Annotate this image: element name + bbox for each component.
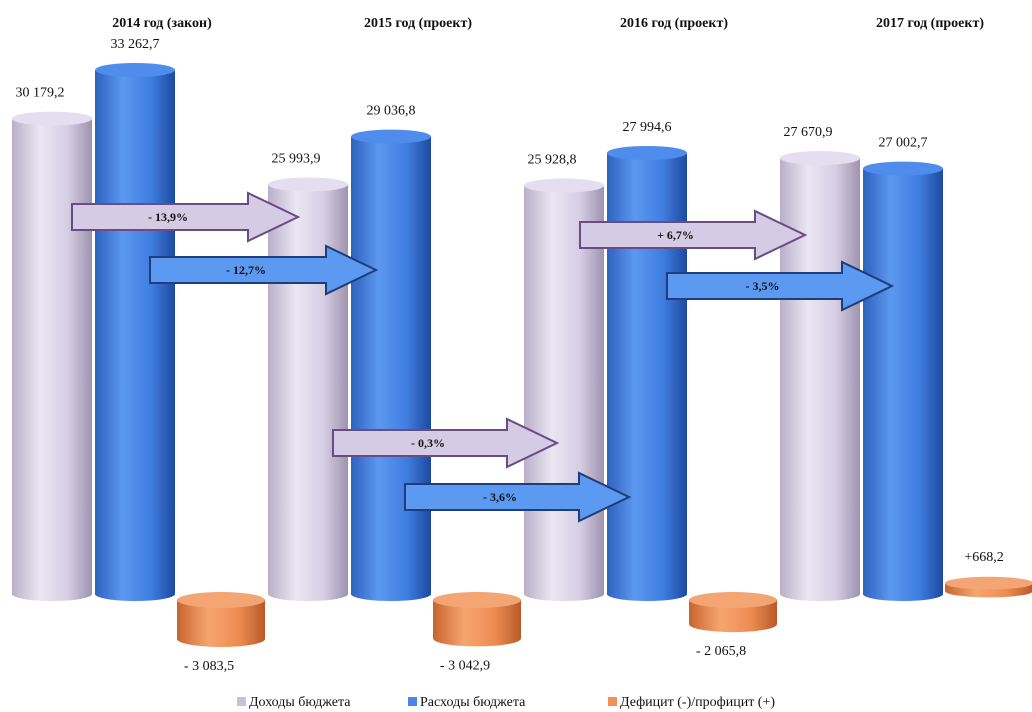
income-value-label: 25 928,8: [528, 153, 577, 168]
legend-entry: Дефицит (-)/профицит (+): [620, 695, 775, 710]
expense-change-arrow: - 12,7%: [149, 244, 379, 296]
legend-entry: Доходы бюджета: [249, 695, 351, 710]
deficit-bar: [177, 592, 265, 647]
year-label: 2017 год (проект): [876, 16, 984, 31]
change-percent-label: - 12,7%: [226, 263, 266, 277]
income-value-label: 25 993,9: [272, 152, 321, 167]
expense-bar: [607, 145, 687, 601]
income-value-label: 30 179,2: [16, 86, 65, 101]
expense-value-label: 29 036,8: [367, 104, 416, 119]
expense-bar: [863, 161, 943, 602]
expense-bar: [351, 129, 431, 602]
change-percent-label: - 13,9%: [148, 210, 188, 224]
legend-swatch: [608, 697, 617, 706]
legend: Доходы бюджета Расходы бюджета Дефицит (-)…: [237, 695, 775, 710]
legend-swatch: [237, 697, 246, 706]
income-value-label: 27 670,9: [784, 125, 833, 140]
change-percent-label: + 6,7%: [657, 228, 694, 242]
income-bar: [268, 177, 348, 601]
change-percent-label: - 3,6%: [483, 490, 517, 504]
deficit-value-label: - 3 042,9: [440, 658, 490, 673]
deficit-value-label: - 2 065,8: [696, 644, 746, 659]
income-bar: [12, 111, 92, 601]
year-label: 2015 год (проект): [364, 16, 472, 31]
expense-value-label: 33 262,7: [111, 37, 160, 52]
expense-value-label: 27 994,6: [623, 120, 672, 135]
income-change-arrow: - 13,9%: [71, 191, 301, 243]
legend-swatch: [408, 697, 417, 706]
expense-bar: [95, 63, 175, 601]
expense-change-arrow: - 3,6%: [404, 471, 632, 523]
income-bar: [780, 151, 860, 601]
year-label: 2016 год (проект): [620, 16, 728, 31]
deficit-value-label: - 3 083,5: [184, 659, 234, 674]
change-percent-label: - 0,3%: [411, 436, 445, 450]
deficit-bar: [689, 592, 777, 633]
surplus-bar: [945, 576, 1032, 598]
deficit-bar: [433, 592, 521, 647]
income-change-arrow: - 0,3%: [332, 417, 560, 469]
income-change-arrow: + 6,7%: [579, 209, 808, 261]
year-label: 2014 год (закон): [112, 16, 212, 31]
expense-change-arrow: - 3,5%: [666, 260, 895, 312]
change-percent-label: - 3,5%: [746, 279, 780, 293]
expense-value-label: 27 002,7: [879, 136, 928, 151]
legend-entry: Расходы бюджета: [420, 695, 526, 710]
surplus-value-label: +668,2: [964, 550, 1003, 565]
